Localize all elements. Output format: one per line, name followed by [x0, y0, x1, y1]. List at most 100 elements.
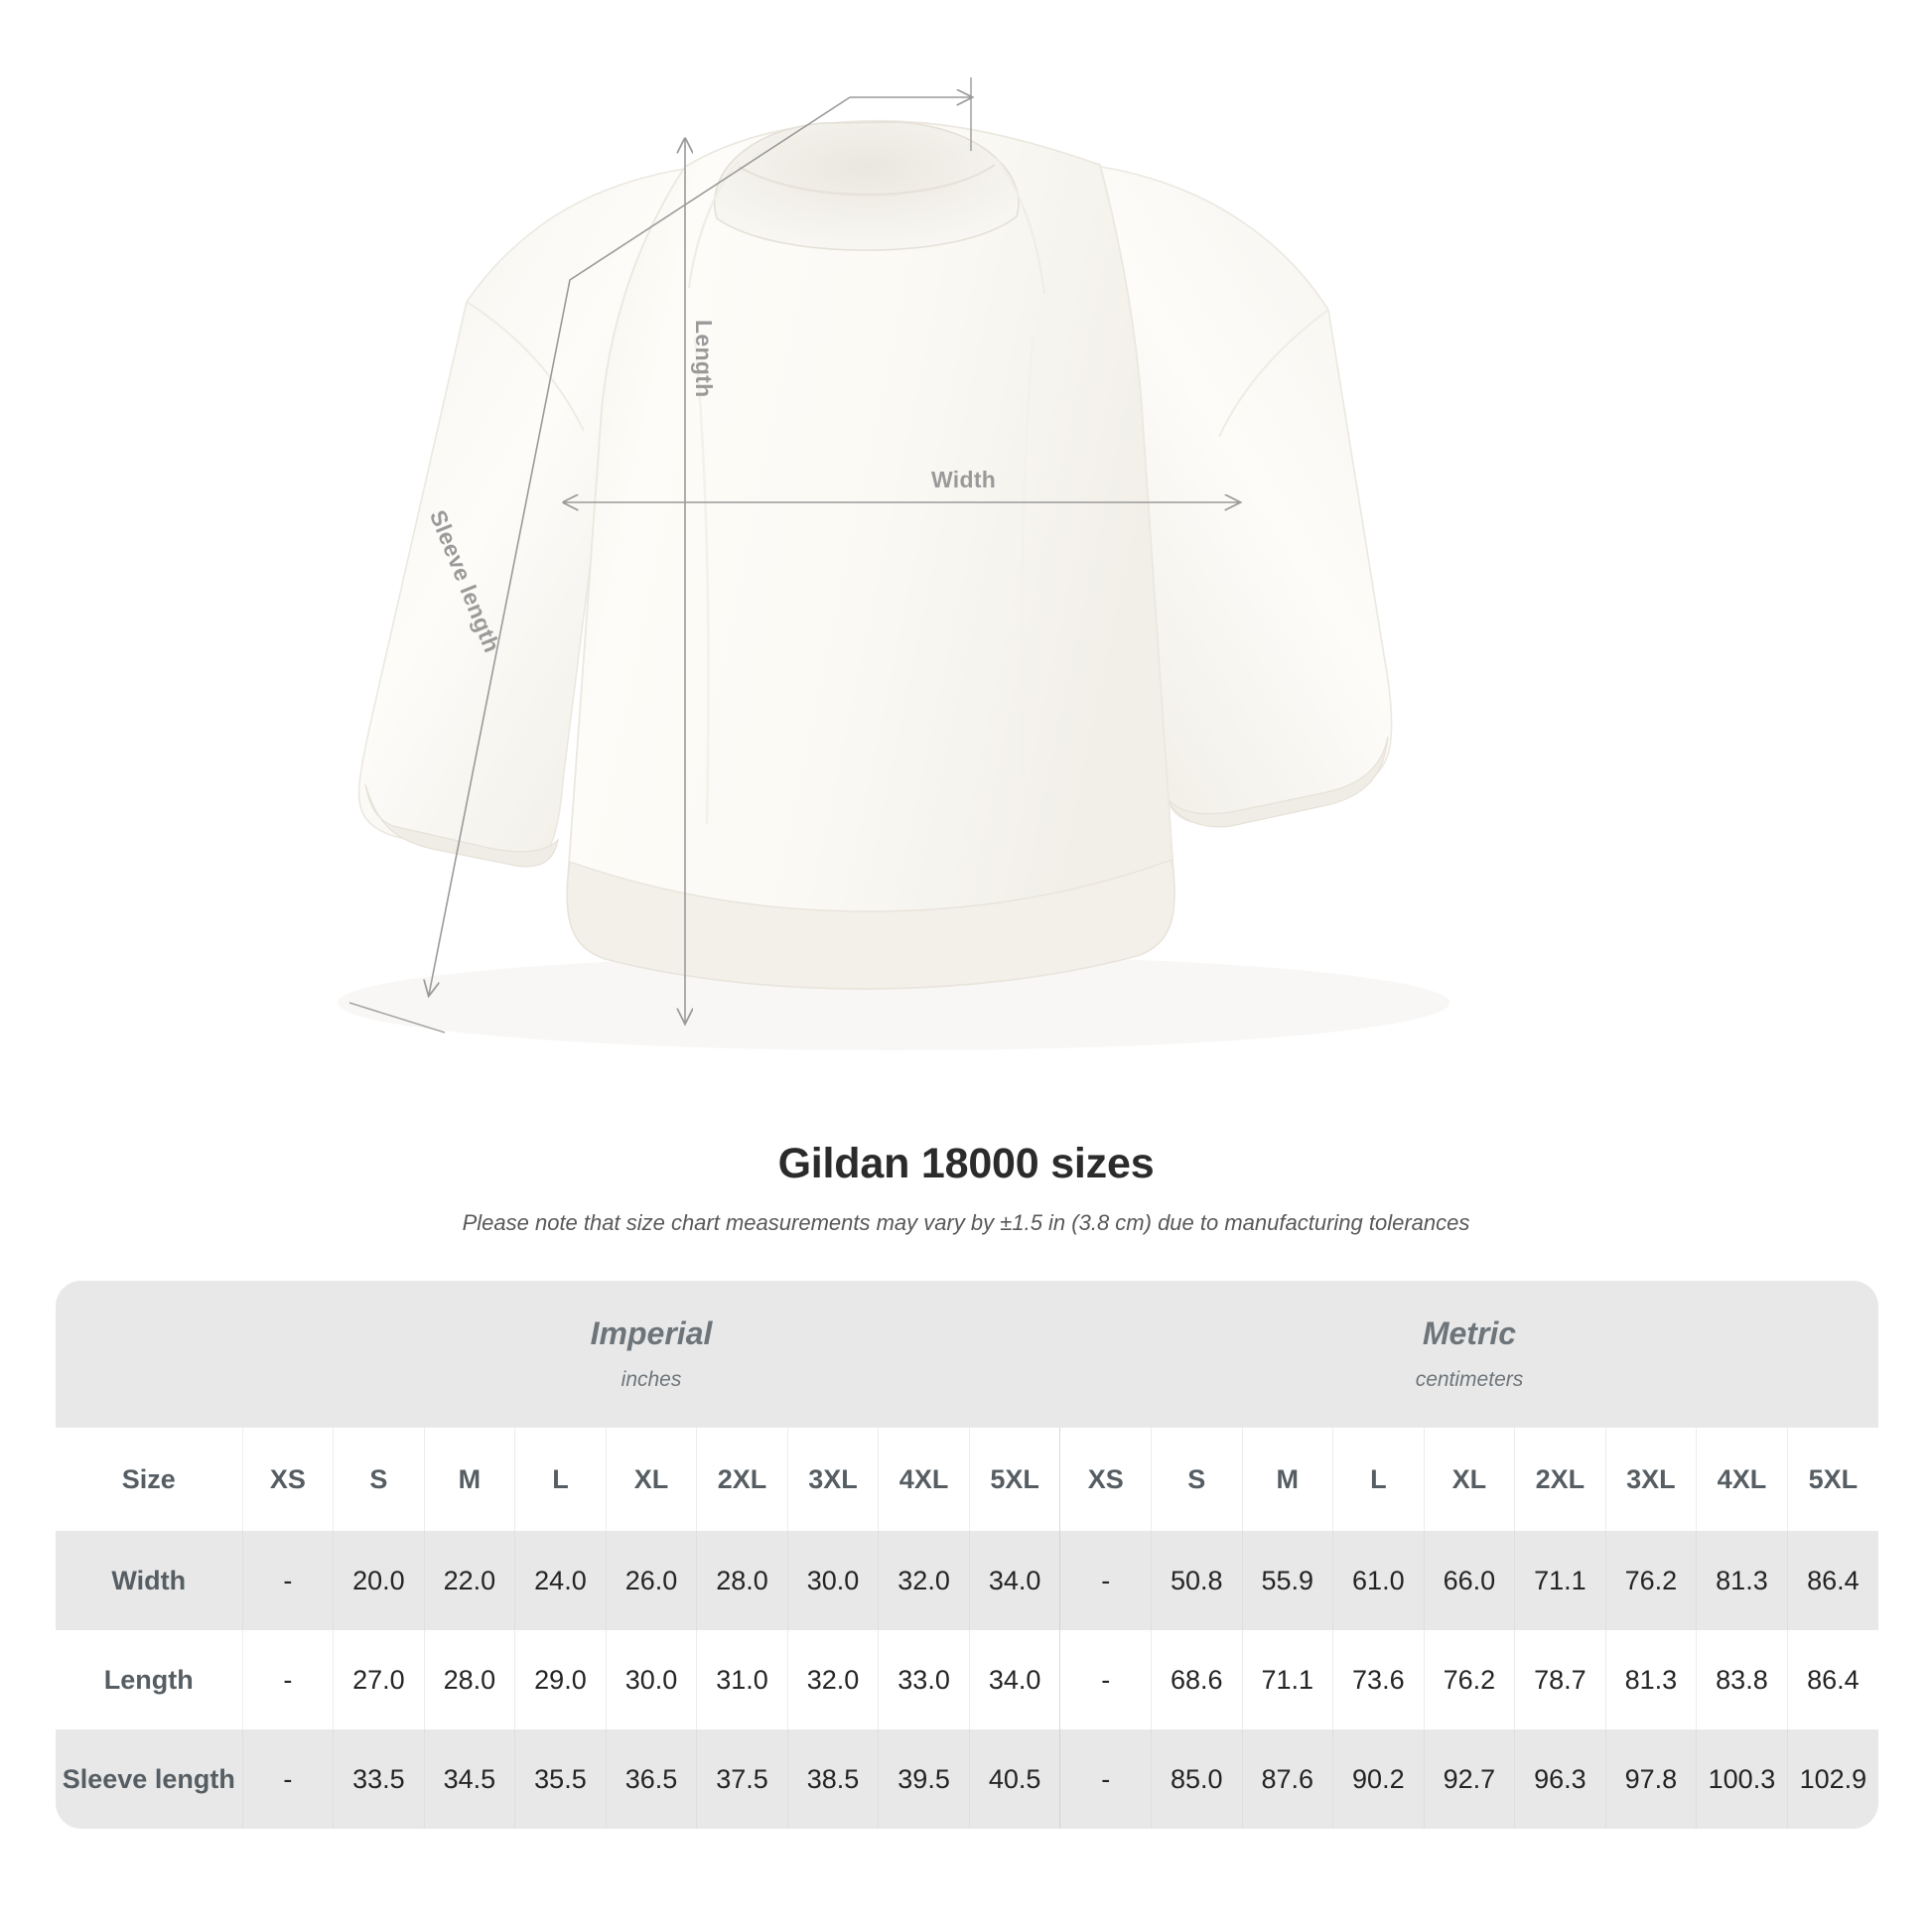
size-table-container: Imperial inches Metric centimeters Size …: [56, 1281, 1878, 1829]
cell-width-met-5xl: 86.4: [1786, 1531, 1878, 1630]
cell-width-imp-5xl: 34.0: [968, 1531, 1060, 1630]
size-header-met-xl: XL: [1423, 1428, 1515, 1531]
garment-illustration: Length Width Sleeve length: [338, 77, 1449, 1050]
size-header-imp-s: S: [333, 1428, 425, 1531]
cell-length-imp-l: 29.0: [514, 1630, 607, 1729]
table-row: Width - 20.0 22.0 24.0 26.0 28.0 30.0 32…: [56, 1531, 1878, 1630]
right-shoulder-seam: [996, 158, 1046, 295]
page-subtitle: Please note that size chart measurements…: [462, 1210, 1470, 1235]
collar: [713, 121, 1020, 251]
size-header-row: Size XS S M L XL 2XL 3XL 4XL 5XL XS S M …: [56, 1428, 1878, 1531]
cell-length-met-4xl: 83.8: [1696, 1630, 1788, 1729]
cell-length-met-s: 68.6: [1150, 1630, 1243, 1729]
cell-sleeve-imp-2xl: 37.5: [696, 1729, 788, 1829]
length-label: Length: [691, 320, 717, 398]
cell-width-imp-4xl: 32.0: [878, 1531, 970, 1630]
fold-right: [1020, 337, 1035, 825]
cell-width-met-xs: -: [1059, 1531, 1152, 1630]
cell-sleeve-met-5xl: 102.9: [1786, 1729, 1878, 1829]
size-header-imp-xl: XL: [605, 1428, 697, 1531]
cell-width-met-2xl: 71.1: [1514, 1531, 1606, 1630]
cell-length-met-l: 73.6: [1332, 1630, 1425, 1729]
cell-width-imp-m: 22.0: [423, 1531, 515, 1630]
row-label-length: Length: [56, 1630, 243, 1729]
size-header-met-xs: XS: [1059, 1428, 1152, 1531]
cell-length-imp-3xl: 32.0: [786, 1630, 879, 1729]
table-row: Length - 27.0 28.0 29.0 30.0 31.0 32.0 3…: [56, 1630, 1878, 1729]
size-header-met-5xl: 5XL: [1786, 1428, 1878, 1531]
cell-width-imp-xs: -: [241, 1531, 334, 1630]
cell-sleeve-met-4xl: 100.3: [1696, 1729, 1788, 1829]
cell-width-imp-s: 20.0: [333, 1531, 425, 1630]
cell-width-met-xl: 66.0: [1423, 1531, 1515, 1630]
size-header-imp-l: L: [514, 1428, 607, 1531]
size-header-met-2xl: 2XL: [1514, 1428, 1606, 1531]
unit-spacer-cell: [56, 1281, 243, 1428]
cell-length-met-5xl: 86.4: [1786, 1630, 1878, 1729]
cell-length-imp-4xl: 33.0: [878, 1630, 970, 1729]
size-header-met-s: S: [1150, 1428, 1243, 1531]
sleeve-guide-end-tick: [348, 1002, 446, 1034]
unit-cell-metric: Metric centimeters: [1059, 1281, 1878, 1428]
cell-width-met-3xl: 76.2: [1604, 1531, 1697, 1630]
row-label-width: Width: [56, 1531, 243, 1630]
size-table: Imperial inches Metric centimeters Size …: [56, 1281, 1878, 1829]
cell-length-met-xl: 76.2: [1423, 1630, 1515, 1729]
size-header-imp-4xl: 4XL: [878, 1428, 970, 1531]
collar-inner-seam: [738, 164, 996, 197]
size-header-met-3xl: 3XL: [1604, 1428, 1697, 1531]
title-block: Gildan 18000 sizes Please note that size…: [0, 1140, 1932, 1236]
cell-sleeve-met-s: 85.0: [1150, 1729, 1243, 1829]
cell-sleeve-imp-l: 35.5: [514, 1729, 607, 1829]
cell-sleeve-met-l: 90.2: [1332, 1729, 1425, 1829]
cell-sleeve-met-3xl: 97.8: [1604, 1729, 1697, 1829]
cell-length-met-2xl: 78.7: [1514, 1630, 1606, 1729]
cell-sleeve-imp-s: 33.5: [333, 1729, 425, 1829]
cell-sleeve-imp-5xl: 40.5: [968, 1729, 1060, 1829]
cell-length-imp-xl: 30.0: [605, 1630, 697, 1729]
cell-width-met-m: 55.9: [1241, 1531, 1333, 1630]
cell-length-imp-xs: -: [241, 1630, 334, 1729]
right-sleeve-seam: [1218, 309, 1329, 438]
size-header-imp-m: M: [423, 1428, 515, 1531]
left-cuff: [364, 783, 559, 868]
cell-sleeve-met-xl: 92.7: [1423, 1729, 1515, 1829]
garment-body: [566, 119, 1175, 990]
unit-name-imperial: Imperial: [590, 1315, 713, 1352]
cell-length-imp-2xl: 31.0: [696, 1630, 788, 1729]
cell-width-met-l: 61.0: [1332, 1531, 1425, 1630]
cell-width-imp-2xl: 28.0: [696, 1531, 788, 1630]
sweatshirt-diagram: [338, 77, 1449, 1050]
cell-sleeve-imp-xs: -: [241, 1729, 334, 1829]
width-label: Width: [931, 467, 997, 492]
unit-name-metric: Metric: [1422, 1315, 1517, 1352]
size-header-imp-5xl: 5XL: [968, 1428, 1060, 1531]
unit-cell-imperial: Imperial inches: [242, 1281, 1060, 1428]
cell-width-met-s: 50.8: [1150, 1531, 1243, 1630]
unit-header-row: Imperial inches Metric centimeters: [56, 1281, 1878, 1428]
cell-width-imp-xl: 26.0: [605, 1531, 697, 1630]
cell-sleeve-imp-m: 34.5: [423, 1729, 515, 1829]
size-corner-label: Size: [56, 1428, 243, 1531]
cell-length-met-m: 71.1: [1241, 1630, 1333, 1729]
cell-length-imp-m: 28.0: [423, 1630, 515, 1729]
unit-sub-imperial: inches: [621, 1367, 682, 1391]
size-header-imp-xs: XS: [241, 1428, 334, 1531]
left-sleeve-seam: [466, 301, 585, 432]
cell-length-met-3xl: 81.3: [1604, 1630, 1697, 1729]
cell-sleeve-met-2xl: 96.3: [1514, 1729, 1606, 1829]
table-row: Sleeve length - 33.5 34.5 35.5 36.5 37.5…: [56, 1729, 1878, 1829]
row-label-sleeve-length: Sleeve length: [56, 1729, 243, 1829]
cell-sleeve-imp-xl: 36.5: [605, 1729, 697, 1829]
size-header-met-4xl: 4XL: [1696, 1428, 1788, 1531]
cell-length-met-xs: -: [1059, 1630, 1152, 1729]
fold-left: [693, 337, 710, 825]
cell-length-imp-5xl: 34.0: [968, 1630, 1060, 1729]
size-header-imp-2xl: 2XL: [696, 1428, 788, 1531]
cell-sleeve-met-xs: -: [1059, 1729, 1152, 1829]
size-header-met-l: L: [1332, 1428, 1425, 1531]
size-header-met-m: M: [1241, 1428, 1333, 1531]
page-title: Gildan 18000 sizes: [777, 1140, 1155, 1187]
cell-sleeve-imp-3xl: 38.5: [786, 1729, 879, 1829]
